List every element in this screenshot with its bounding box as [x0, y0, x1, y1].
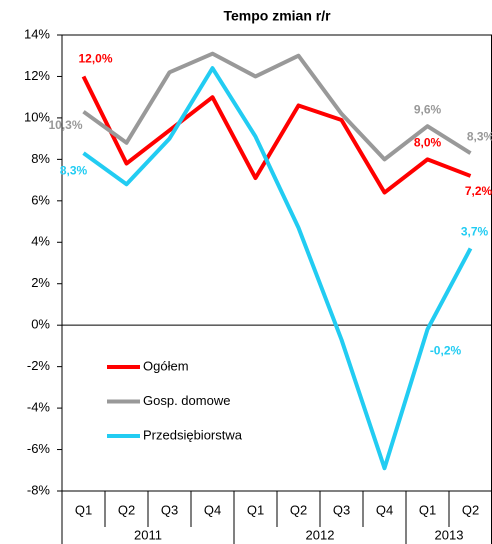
x-tick-label: Q3 — [333, 502, 350, 517]
y-tick-label: 10% — [24, 109, 50, 124]
series-line — [82, 66, 473, 471]
data-label: 9,6% — [414, 102, 442, 116]
y-tick-label: -2% — [27, 358, 51, 373]
y-tick-label: 12% — [24, 68, 50, 83]
y-tick-label: 8% — [31, 151, 50, 166]
legend-label: Przedsiębiorstwa — [143, 427, 243, 442]
x-tick-label: Q2 — [290, 502, 307, 517]
x-tick-label: Q3 — [161, 502, 178, 517]
y-tick-label: 14% — [24, 26, 50, 41]
x-tick-label: Q2 — [462, 502, 479, 517]
data-label: 7,2% — [465, 184, 492, 198]
legend-label: Gosp. domowe — [143, 393, 230, 408]
y-tick-label: 4% — [31, 234, 50, 249]
legend-label: Ogółem — [143, 358, 189, 373]
data-label: 8,0% — [414, 136, 442, 150]
y-tick-label: 6% — [31, 192, 50, 207]
chart-title: Tempo zmian r/r — [223, 8, 331, 24]
group-label: 2013 — [435, 527, 464, 542]
x-tick-label: Q1 — [247, 502, 264, 517]
x-tick-label: Q1 — [75, 502, 92, 517]
y-tick-label: -6% — [27, 441, 51, 456]
x-tick-label: Q2 — [118, 502, 135, 517]
group-label: 2012 — [306, 527, 335, 542]
y-tick-label: 2% — [31, 275, 50, 290]
series-line — [81, 75, 472, 195]
x-tick-label: Q1 — [419, 502, 436, 517]
y-tick-label: -4% — [27, 400, 51, 415]
group-label: 2011 — [134, 527, 162, 542]
y-tick-label: 0% — [31, 317, 50, 332]
data-label: 8,3% — [60, 163, 88, 177]
data-label: 10,3% — [48, 118, 82, 132]
y-tick-label: -8% — [27, 482, 51, 497]
data-label: 12,0% — [78, 52, 112, 66]
x-tick-label: Q4 — [204, 502, 221, 517]
series-line — [82, 51, 472, 162]
data-label: 8,3% — [467, 129, 492, 143]
data-label: 3,7% — [461, 225, 489, 239]
x-tick-label: Q4 — [376, 502, 393, 517]
data-label: -0,2% — [430, 343, 462, 357]
